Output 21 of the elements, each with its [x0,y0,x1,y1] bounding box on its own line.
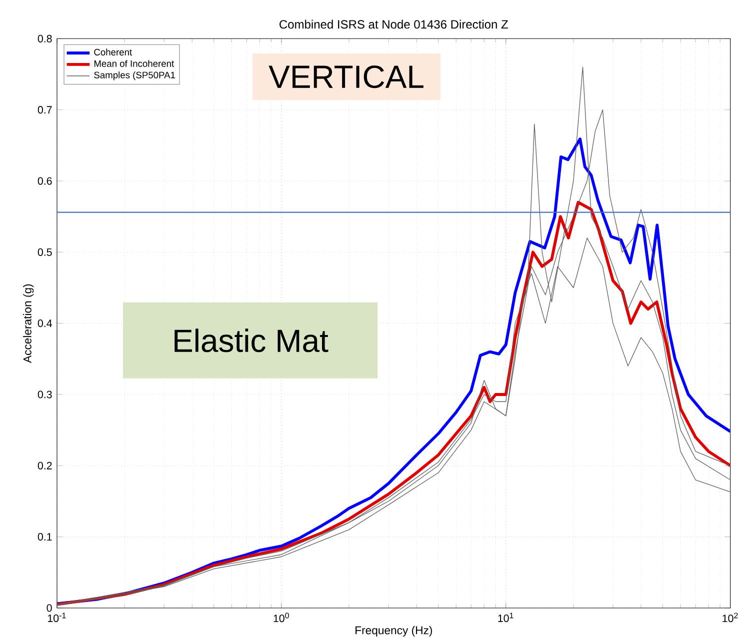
y-tick-label: 0.3 [38,390,52,398]
y-tick-label: 0.1 [38,533,52,541]
x-tick-label: 10$^{2}$ [722,612,738,622]
x-tick-label: 10$^{-1}$ [48,612,66,622]
legend-label: Mean of Incoherent [94,60,174,67]
y-tick-label: 0.2 [38,462,52,470]
y-tick-label: 0.4 [38,320,52,328]
legend-label: Samples (SP50PA1 [94,71,176,80]
y-axis-title: Acceleration (g) [23,284,34,363]
x-axis-title: Frequency (Hz) [356,626,432,637]
x-tick-label: 10$^{0}$ [274,612,289,622]
annotation: VERTICAL [268,65,424,88]
y-tick-label: 0.8 [38,34,52,42]
annotation: Elastic Mat [174,328,328,352]
chart-title: Combined ISRS at Node 01436 Direction Z [280,20,508,29]
legend-label: Coherent [94,48,132,56]
x-tick-label: 10$^{1}$ [498,612,514,622]
y-tick-label: 0.7 [38,106,52,114]
y-tick-label: 0.6 [38,177,52,185]
y-tick-label: 0 [46,604,52,612]
y-tick-label: 0.5 [38,248,52,256]
